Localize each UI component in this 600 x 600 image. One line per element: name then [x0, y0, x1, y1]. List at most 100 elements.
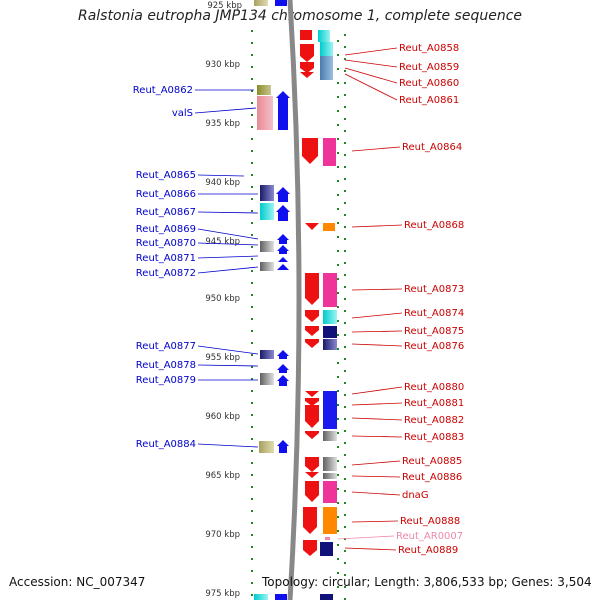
- gene-arrow: [305, 472, 319, 478]
- gene-box: [260, 203, 274, 220]
- gene-label: Reut_A0881: [404, 398, 464, 409]
- gene-label: Reut_A0885: [402, 456, 462, 467]
- axis-tick-label: 960 kbp: [205, 412, 240, 422]
- gene-label: Reut_A0875: [404, 326, 464, 337]
- gene-arrow: [276, 187, 290, 202]
- gene-arrow: [275, 594, 287, 600]
- gene-arrow: [300, 62, 314, 73]
- gene-arrow: [277, 245, 289, 254]
- gene-label-rna: Reut_AR0007: [396, 531, 463, 542]
- gene-arrow: [276, 91, 290, 130]
- gene-label: Reut_A0876: [404, 341, 464, 352]
- gene-arrow: [276, 205, 290, 221]
- right-features: [318, 30, 337, 600]
- gene-box: [260, 373, 274, 385]
- axis-tick-label: 975 kbp: [205, 589, 240, 599]
- right-labels: Reut_A0858 Reut_A0859 Reut_A0860 Reut_A0…: [337, 43, 464, 556]
- gene-label: Reut_A0871: [136, 253, 196, 264]
- gene-arrow: [302, 138, 318, 164]
- gene-label: Reut_A0878: [136, 360, 196, 371]
- gene-label: Reut_A0866: [136, 189, 196, 200]
- gene-box: [323, 310, 337, 324]
- gene-label: Reut_A0888: [400, 516, 460, 527]
- gene-label: Reut_A0872: [136, 268, 196, 279]
- gene-label: Reut_A0861: [399, 95, 459, 106]
- gene-box: [260, 185, 274, 201]
- gene-box: [323, 431, 337, 441]
- gene-box: [323, 473, 337, 479]
- gene-box: [254, 0, 268, 6]
- gene-label: Reut_A0883: [404, 432, 464, 443]
- gene-box: [325, 537, 330, 540]
- gene-box: [320, 542, 333, 556]
- gene-label: Reut_A0859: [399, 62, 459, 73]
- axis-tick-label: 930 kbp: [205, 60, 240, 70]
- gene-arrow: [277, 234, 289, 244]
- gene-label: Reut_A0886: [402, 472, 462, 483]
- axis-tick-label: 965 kbp: [205, 471, 240, 481]
- gene-label: Reut_A0877: [136, 341, 196, 352]
- gene-box: [323, 402, 337, 429]
- gene-box: [254, 594, 268, 600]
- gene-arrow: [277, 264, 289, 270]
- gene-box: [260, 241, 274, 252]
- gene-arrow: [305, 457, 319, 472]
- gene-arrow: [275, 0, 287, 6]
- gene-box: [260, 262, 274, 271]
- axis-tick-label: 940 kbp: [205, 178, 240, 188]
- axis-tick-label: 925 kbp: [207, 1, 242, 11]
- gene-label: Reut_A0864: [402, 142, 462, 153]
- gene-label: Reut_A0858: [399, 43, 459, 54]
- gene-arrow: [305, 273, 319, 305]
- gene-box: [320, 594, 333, 600]
- gene-label: Reut_A0880: [404, 382, 464, 393]
- right-arrows: [300, 30, 319, 556]
- gene-box: [323, 457, 337, 471]
- gene-box: [260, 350, 274, 359]
- gene-label: Reut_A0884: [136, 439, 196, 450]
- gene-label: Reut_A0870: [136, 238, 196, 249]
- left-labels: Reut_A0862 valS Reut_A0865 Reut_A0866 Re…: [133, 85, 259, 450]
- left-features: [254, 0, 274, 600]
- gene-arrow: [300, 72, 314, 78]
- gene-arrow: [277, 375, 289, 386]
- gene-box: [323, 507, 337, 534]
- gene-label: Reut_A0865: [136, 170, 196, 181]
- gene-arrow: [277, 440, 289, 453]
- gene-box: [323, 223, 335, 231]
- gene-arrow: [305, 326, 319, 336]
- axis-tick-label: 945 kbp: [205, 237, 240, 247]
- gene-arrow: [305, 481, 319, 502]
- accession-text: Accession: NC_007347: [9, 575, 146, 589]
- gene-label: Reut_A0869: [136, 224, 196, 235]
- gene-arrow: [305, 223, 319, 230]
- gene-box: [323, 273, 337, 307]
- chromosome-backbone: [287, 0, 302, 600]
- gene-arrow: [303, 507, 317, 534]
- gene-label: Reut_A0860: [399, 78, 459, 89]
- gene-label: Reut_A0889: [398, 545, 458, 556]
- axis-tick-label: 935 kbp: [205, 119, 240, 129]
- gene-arrow: [300, 30, 312, 40]
- gene-arrow: [305, 339, 319, 348]
- gene-box: [259, 441, 274, 453]
- map-title: Ralstonia eutropha JMP134 chromosome 1, …: [77, 8, 522, 24]
- gene-arrow: [305, 398, 319, 406]
- gene-arrow: [305, 405, 319, 428]
- left-arrows: [275, 0, 290, 600]
- gene-arrow: [278, 257, 288, 262]
- gene-box: [323, 339, 337, 350]
- gene-box: [257, 96, 273, 130]
- gene-label: dnaG: [402, 490, 429, 501]
- gene-label: Reut_A0862: [133, 85, 193, 96]
- gene-arrow: [305, 391, 319, 397]
- axis-tick-label: 950 kbp: [205, 294, 240, 304]
- axis-labels: 925 kbp 930 kbp 935 kbp 940 kbp 945 kbp …: [205, 1, 242, 599]
- gene-label: Reut_A0879: [136, 375, 196, 386]
- gene-box: [323, 481, 337, 503]
- gene-arrow: [305, 431, 319, 439]
- gene-box: [323, 138, 336, 166]
- gene-arrow: [303, 540, 317, 556]
- gene-box: [320, 56, 333, 80]
